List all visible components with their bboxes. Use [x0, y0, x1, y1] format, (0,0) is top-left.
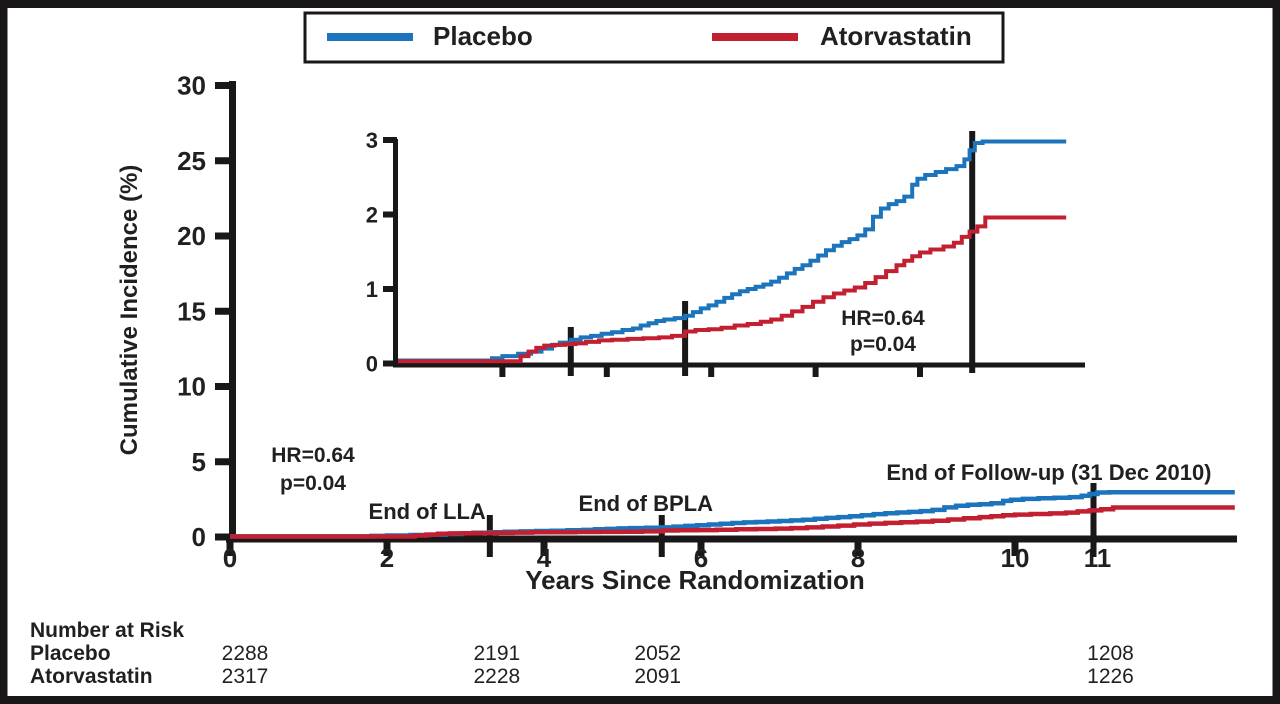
main-x-tick-label: 2: [380, 543, 394, 573]
phase-marker-label: End of BPLA: [579, 491, 714, 516]
main-x-tick-label: 11: [1084, 543, 1112, 573]
main-x-tick-label: 6: [694, 543, 708, 573]
legend-box: [303, 11, 1005, 64]
main-y-tick-label: 20: [177, 221, 206, 251]
at-risk-value: 1226: [1087, 665, 1134, 688]
legend-label-placebo: Placebo: [433, 21, 533, 51]
at-risk-row-label-atorvastatin: Atorvastatin: [30, 665, 153, 688]
main-y-tick-label: 15: [177, 296, 206, 326]
at-risk-row-label-placebo: Placebo: [30, 642, 111, 665]
at-risk-value: 2191: [473, 642, 520, 665]
curve-main-atorvastatin: [230, 505, 1235, 539]
phase-markers-inset: [567, 131, 976, 376]
inset-y-tick-label: 2: [366, 203, 378, 228]
curves-inset: [398, 139, 1067, 364]
inset-pvalue-annotation: p=0.04: [850, 333, 916, 356]
at-risk-numbers: 2288 2191 2052 1208 2317 2228 2091 1226: [222, 642, 1134, 688]
main-pvalue-annotation: p=0.04: [280, 472, 346, 495]
inset-y-tick-label: 3: [366, 128, 378, 153]
main-x-tick-label: 8: [851, 543, 865, 573]
curve-inset-placebo: [398, 139, 1067, 363]
inset-y-tick-label: 0: [366, 352, 378, 377]
at-risk-value: 2228: [473, 665, 520, 688]
main-y-tick-label: 10: [177, 372, 206, 402]
phase-marker-label: End of Follow-up (31 Dec 2010): [886, 460, 1211, 485]
at-risk-value: 2091: [634, 665, 681, 688]
main-y-tick-label: 0: [192, 522, 206, 552]
atorvastatin-color-swatch: [712, 33, 798, 41]
main-x-axis-title: Years Since Randomization: [525, 565, 865, 595]
inset-x-ticks: [499, 364, 923, 377]
legend: Placebo Atorvastatin: [303, 11, 1005, 64]
main-y-tick-label: 30: [177, 71, 206, 101]
curves-main: [230, 489, 1235, 539]
main-x-ticks: 0 2 4 6 8 10 11: [223, 539, 1111, 573]
curve-inset-atorvastatin: [398, 215, 1067, 364]
legend-label-atorvastatin: Atorvastatin: [820, 21, 972, 51]
inset-plot: 0 1 2 3 HR=0.64 p=0.04: [366, 128, 1085, 377]
main-y-tick-label: 5: [192, 447, 206, 477]
number-at-risk-table: Number at Risk Placebo Atorvastatin 2288…: [30, 619, 1134, 688]
at-risk-title: Number at Risk: [30, 619, 184, 642]
main-x-tick-label: 10: [1001, 543, 1030, 573]
main-hr-annotation: HR=0.64: [271, 444, 355, 467]
phase-marker-label: End of LLA: [369, 499, 486, 524]
phase-marker-labels: End of LLA End of BPLA End of Follow-up (3…: [369, 460, 1212, 524]
inset-y-ticks: 0 1 2 3: [366, 128, 397, 377]
at-risk-value: 2052: [634, 642, 681, 665]
placebo-color-swatch: [327, 33, 413, 41]
main-y-ticks: 0 5 10 15 20 25 30: [177, 71, 231, 552]
main-y-tick-label: 25: [177, 146, 206, 176]
main-x-tick-label: 0: [223, 543, 237, 573]
at-risk-value: 2317: [222, 665, 269, 688]
inset-y-tick-label: 1: [366, 277, 378, 302]
main-x-tick-label: 4: [537, 543, 552, 573]
main-y-axis-title: Cumulative Incidence (%): [116, 165, 143, 456]
at-risk-value: 2288: [222, 642, 269, 665]
inset-hr-annotation: HR=0.64: [841, 307, 925, 330]
at-risk-value: 1208: [1087, 642, 1134, 665]
